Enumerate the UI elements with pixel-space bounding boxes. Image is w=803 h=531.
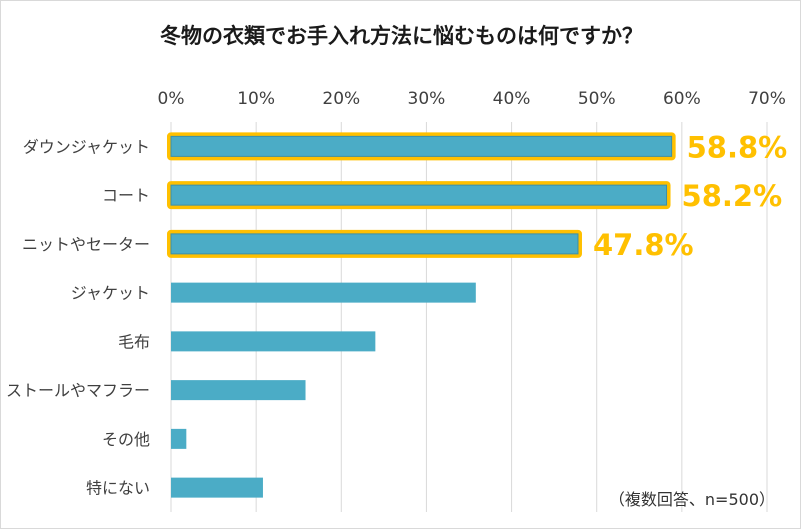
x-tick-label: 60% (663, 89, 701, 109)
highlight-frame (167, 181, 671, 210)
bar (170, 233, 579, 255)
category-label: ストールやマフラー (6, 381, 150, 400)
category-label: その他 (102, 430, 150, 449)
category-label: 毛布 (118, 332, 150, 351)
highlight-frame (167, 229, 582, 258)
bar (171, 477, 263, 498)
bar (170, 135, 673, 157)
x-tick-label: 40% (493, 89, 531, 109)
category-label: コート (102, 186, 150, 205)
x-tick-label: 30% (408, 89, 446, 109)
highlight-frame (167, 132, 676, 161)
bars (167, 132, 676, 498)
bar (171, 428, 187, 449)
x-tick-label: 10% (237, 89, 275, 109)
data-label: 47.8% (593, 228, 694, 262)
category-labels: ダウンジャケットコートニットやセータージャケット毛布ストールやマフラーその他特に… (6, 137, 150, 497)
chart-title: 冬物の衣類でお手入れ方法に悩むものは何ですか？ (160, 24, 643, 48)
x-tick-label: 70% (748, 89, 786, 109)
category-label: ダウンジャケット (23, 137, 150, 156)
data-label: 58.8% (687, 130, 788, 164)
bar (171, 331, 376, 352)
category-label: ジャケット (71, 284, 150, 303)
bar (171, 282, 476, 303)
x-axis-ticks: 0% 10% 20% 30% 40% 50% 60% 70% (158, 89, 786, 109)
chart-note: （複数回答、n=500） (608, 490, 775, 509)
category-label: ニットやセーター (22, 235, 150, 254)
bar (171, 380, 306, 401)
x-tick-label: 50% (578, 89, 616, 109)
x-tick-label: 0% (158, 89, 185, 109)
data-label: 58.2% (682, 179, 783, 213)
grid-lines (170, 122, 768, 512)
data-labels: 58.8% 58.2% 47.8% (593, 130, 787, 262)
x-tick-label: 20% (322, 89, 360, 109)
category-label: 特にない (86, 479, 150, 498)
bar (170, 184, 668, 206)
